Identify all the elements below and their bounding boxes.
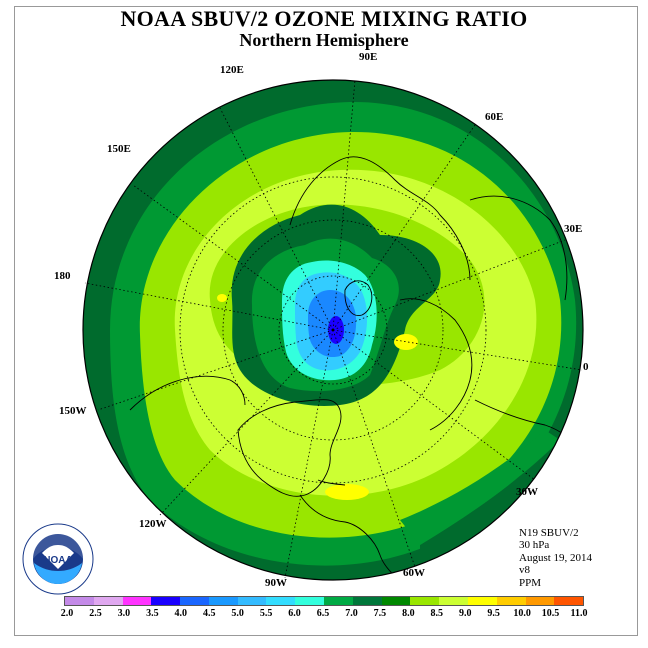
scale-swatch-7 bbox=[266, 597, 296, 605]
scale-swatch-4 bbox=[180, 597, 209, 605]
plot-frame bbox=[14, 6, 638, 636]
coast-asia-east bbox=[469, 195, 568, 301]
meridian-120e bbox=[219, 107, 334, 331]
scale-label: 9.0 bbox=[458, 608, 472, 619]
scale-label: 6.0 bbox=[288, 608, 301, 619]
scale-swatch-0 bbox=[65, 597, 94, 605]
noaa-logo: NOAA bbox=[22, 523, 94, 595]
scale-label: 2.5 bbox=[89, 608, 102, 619]
lon-label-90w: 90W bbox=[265, 577, 287, 589]
lon-label-150w: 150W bbox=[59, 405, 87, 417]
scale-label: 9.5 bbox=[487, 608, 500, 619]
lon-label-30e: 30E bbox=[564, 223, 583, 235]
lon-label-60e: 60E bbox=[485, 111, 504, 123]
scale-swatch-5 bbox=[208, 597, 238, 605]
lon-label-120e: 120E bbox=[220, 64, 244, 76]
lon-label-30w: 30W bbox=[516, 486, 538, 498]
logo-text: NOAA bbox=[43, 555, 72, 566]
scale-swatch-1 bbox=[93, 597, 123, 605]
scale-swatch-12 bbox=[410, 597, 440, 605]
meridian-150e bbox=[132, 184, 334, 331]
scale-label: 3.5 bbox=[146, 608, 159, 619]
scale-swatch-2 bbox=[122, 597, 152, 605]
scale-label: 8.5 bbox=[430, 608, 444, 619]
coast-north-america bbox=[237, 399, 342, 497]
field-yellow-pacific bbox=[217, 294, 227, 302]
scale-swatch-9 bbox=[324, 597, 353, 605]
scale-swatch-3 bbox=[151, 597, 181, 605]
map-subtitle: Northern Hemisphere bbox=[239, 30, 409, 50]
scale-swatch-10 bbox=[352, 597, 382, 605]
meridian-30e bbox=[332, 239, 566, 331]
scale-swatch-13 bbox=[439, 597, 468, 605]
scale-label: 7.5 bbox=[373, 608, 387, 619]
info-block: N19 SBUV/2 30 hPa August 19, 2014 v8 PPM bbox=[519, 527, 592, 589]
scale-label: 8.0 bbox=[402, 608, 415, 619]
scale-swatch-6 bbox=[237, 597, 267, 605]
scale-label: 6.5 bbox=[316, 608, 330, 619]
latitude-circle-60 bbox=[278, 275, 388, 385]
field-green-se bbox=[400, 430, 560, 545]
coast-europe bbox=[399, 298, 473, 431]
latitude-circles bbox=[179, 176, 487, 484]
meridian-90e bbox=[332, 79, 356, 331]
meridians bbox=[84, 79, 583, 579]
scale-label: 7.0 bbox=[345, 608, 358, 619]
lon-label-120w: 120W bbox=[139, 518, 167, 530]
scale-label: 4.5 bbox=[202, 608, 216, 619]
map-title: NOAA SBUV/2 OZONE MIXING RATIO bbox=[120, 6, 528, 31]
lon-label-0: 0 bbox=[583, 361, 589, 373]
info-level: 30 hPa bbox=[519, 539, 550, 552]
field-yellow-europe bbox=[394, 334, 418, 350]
hemisphere-boundary bbox=[82, 79, 584, 581]
lon-label-60w: 60W bbox=[403, 567, 425, 579]
field-yellow-caribbean bbox=[325, 484, 369, 500]
lon-label-90e: 90E bbox=[359, 51, 378, 63]
color-scale-bar bbox=[64, 596, 584, 606]
scale-swatch-16 bbox=[525, 597, 555, 605]
info-instrument: N19 SBUV/2 bbox=[519, 527, 579, 539]
scale-swatch-17 bbox=[554, 597, 584, 605]
scale-label: 4.0 bbox=[174, 608, 188, 619]
scale-swatch-15 bbox=[496, 597, 526, 605]
meridian-60w bbox=[332, 329, 416, 568]
scale-label: 10.5 bbox=[541, 608, 560, 619]
lon-label-150e: 150E bbox=[107, 143, 131, 155]
scale-label: 2.0 bbox=[60, 608, 74, 619]
meridian-150w bbox=[97, 329, 334, 411]
scale-swatch-8 bbox=[295, 597, 325, 605]
scale-label: 10.0 bbox=[513, 608, 531, 619]
scale-label: 5.0 bbox=[231, 608, 244, 619]
latitude-circle-45 bbox=[222, 219, 444, 441]
scale-swatch-14 bbox=[467, 597, 497, 605]
coast-caribbean bbox=[317, 479, 346, 486]
scale-swatch-11 bbox=[381, 597, 411, 605]
info-date: August 19, 2014 bbox=[519, 551, 593, 564]
coast-siberia bbox=[289, 156, 471, 281]
lon-label-180: 180 bbox=[54, 270, 71, 282]
scale-label: 5.5 bbox=[259, 608, 273, 619]
info-version: v8 bbox=[519, 564, 530, 577]
field-deep-blue bbox=[328, 316, 344, 344]
info-units: PPM bbox=[519, 576, 542, 589]
scale-label: 3.0 bbox=[117, 608, 131, 619]
meridian-60e bbox=[332, 124, 476, 331]
latitude-circle-30 bbox=[179, 176, 487, 484]
scale-label: 11.0 bbox=[570, 608, 588, 619]
color-scale-labels: 2.0 2.5 3.0 3.5 4.0 4.5 5.0 5.5 6.0 6.5 7.0 7.5 8.0 8… bbox=[0, 608, 648, 622]
